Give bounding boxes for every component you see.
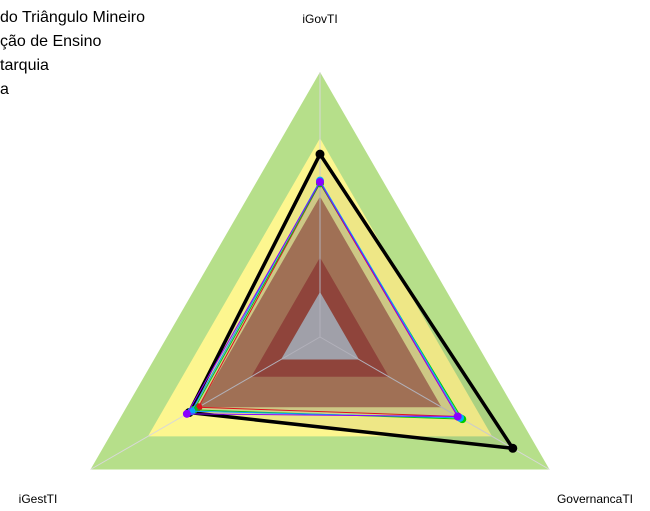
series-area (186, 150, 517, 451)
axis-line (90, 336, 321, 470)
legend-text: do Triângulo Mineiro (0, 9, 145, 26)
point (453, 412, 462, 421)
point (182, 409, 191, 418)
point (315, 149, 325, 159)
axis-label: iGovTI (302, 12, 337, 26)
series-area (190, 179, 461, 419)
axis-label: GovernancaTI (557, 492, 633, 506)
series-area (186, 180, 459, 418)
axis-label: iGestTI (19, 492, 58, 506)
point (508, 443, 518, 453)
point (316, 177, 324, 186)
legend-text: a (0, 81, 9, 98)
legend-text: ção de Ensino (0, 33, 102, 50)
legend-text: tarquia (0, 57, 49, 74)
